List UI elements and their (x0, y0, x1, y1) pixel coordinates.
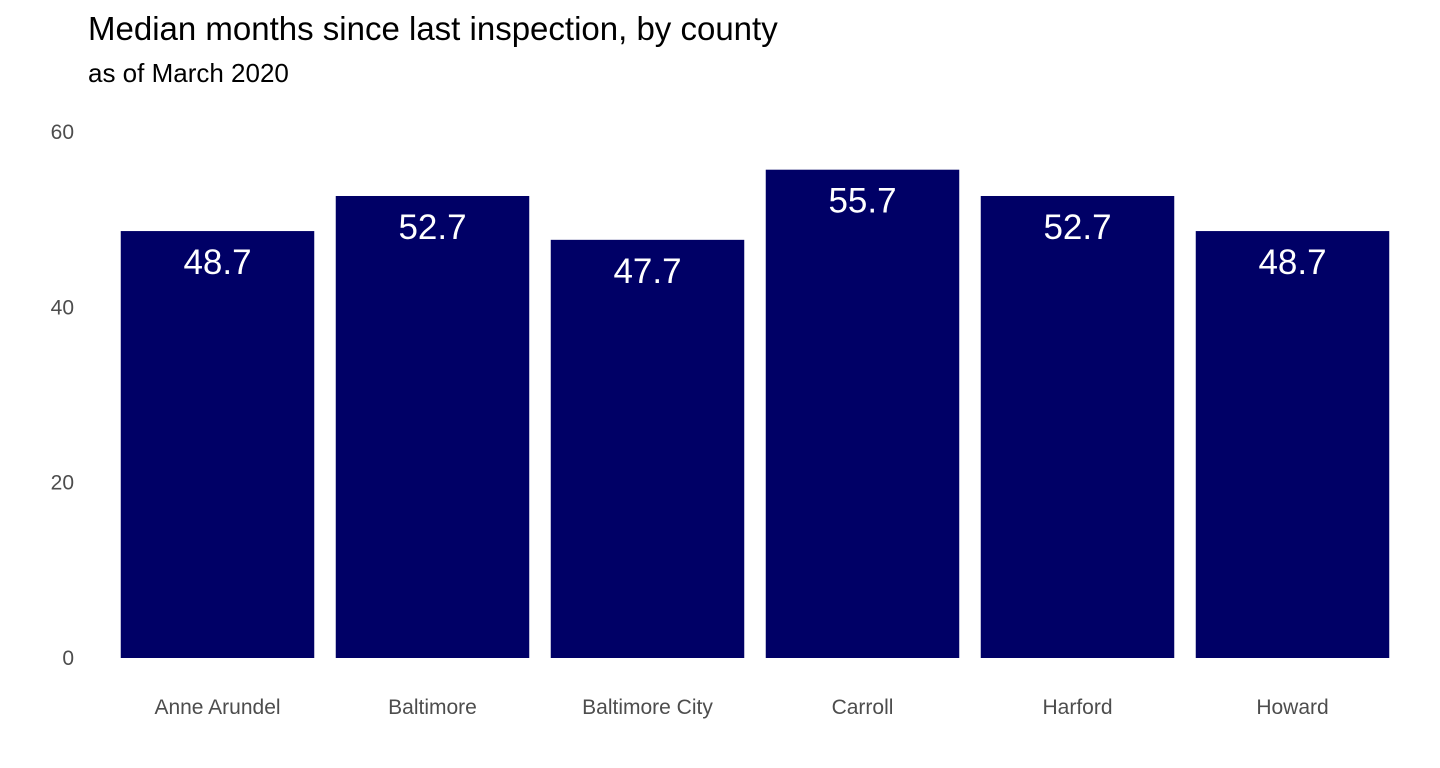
bar (980, 195, 1175, 658)
bar-value-label: 48.7 (1258, 243, 1326, 282)
bar-value-label: 52.7 (1043, 208, 1111, 247)
chart-title: Median months since last inspection, by … (88, 10, 778, 47)
y-tick-label: 40 (51, 296, 74, 319)
bar-value-labels: 48.7 52.7 47.7 55.7 52.7 48.7 (183, 182, 1326, 291)
bar (765, 169, 960, 659)
x-axis-ticks: Anne Arundel Baltimore Baltimore City Carro… (154, 696, 1328, 719)
bar-value-label: 47.7 (613, 252, 681, 291)
y-tick-label: 60 (51, 121, 74, 144)
bar-value-label: 55.7 (828, 182, 896, 221)
x-tick-label: Harford (1042, 696, 1112, 719)
y-tick-label: 20 (51, 472, 74, 495)
y-tick-label: 0 (62, 647, 74, 670)
bar-value-label: 52.7 (398, 208, 466, 247)
x-tick-label: Baltimore City (582, 696, 713, 719)
bar (335, 195, 530, 658)
y-axis-ticks: 0 20 40 60 (51, 121, 74, 670)
chart-subtitle: as of March 2020 (88, 58, 289, 88)
bar (1195, 231, 1390, 658)
x-tick-label: Howard (1256, 696, 1328, 719)
bar-value-label: 48.7 (183, 243, 251, 282)
x-tick-label: Carroll (832, 696, 894, 719)
bar (120, 231, 315, 658)
bars-group (120, 169, 1390, 659)
x-tick-label: Anne Arundel (154, 696, 280, 719)
bar (550, 239, 745, 658)
x-tick-label: Baltimore (388, 696, 477, 719)
